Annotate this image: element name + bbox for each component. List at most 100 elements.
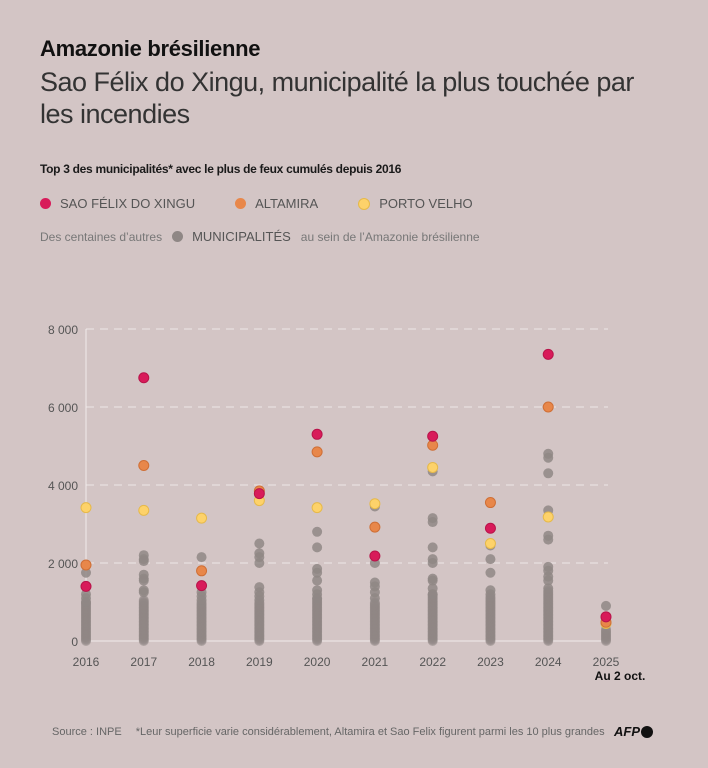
point-porto-velho [196,512,208,524]
other-municipality-point [196,552,207,563]
other-municipality-point [138,575,149,586]
other-municipality-point [312,542,323,553]
point-altamira [311,446,323,458]
x-tick-label: 2016 [73,655,100,669]
footer: Source : INPE *Leur superficie varie con… [52,726,605,738]
other-municipality-point [543,575,554,586]
legend-others-suffix: au sein de l’Amazonie brésilienne [300,229,480,244]
point-porto-velho [138,504,150,516]
point-altamira [138,460,150,471]
other-municipality-point [427,517,438,528]
legend-dot-others [172,231,184,242]
other-municipality-point [427,558,438,568]
point-sao-felix [253,488,265,500]
legend-dot-sao-felix [40,198,51,209]
other-municipality-point [543,534,554,545]
x-axis-ticks: 2016 2017 2018 2019 2020 2021 2022 2023 2024 2025… [73,655,646,683]
source-text: Source : INPE [52,726,122,738]
x-tick-label: 2018 [188,655,215,669]
y-tick-label: 6 000 [48,401,78,415]
legend-others-label: MUNICIPALITÉS [192,229,291,244]
point-sao-felix [196,580,208,592]
other-municipality-point [312,526,323,537]
x-tick-label: 2021 [362,655,389,669]
other-municipality-point [254,538,265,549]
legend-item-sao-felix: SAO FÉLIX DO XINGU [40,196,195,211]
gridlines [85,328,608,642]
point-altamira [484,497,496,509]
point-sao-felix [311,428,323,440]
other-municipality-point [254,558,265,568]
other-municipality-point [369,593,380,604]
point-porto-velho [80,502,92,514]
top3-points [80,348,612,629]
other-municipality-point [81,597,91,607]
other-municipality-point [138,587,149,598]
other-municipality-point [254,595,265,606]
other-municipalities-points [81,448,611,646]
legend-item-altamira: ALTAMIRA [235,196,318,211]
other-municipality-point [543,468,554,479]
point-porto-velho [427,461,439,473]
other-municipality-point [81,567,91,578]
other-municipality-point [138,595,149,606]
y-tick-label: 8 000 [48,323,78,337]
point-porto-velho [484,538,496,549]
other-municipality-point [427,542,438,553]
x-tick-label: 2023 [477,655,504,669]
legend-item-porto-velho: PORTO VELHO [358,196,473,211]
chart-title: Amazonie brésilienne [40,36,261,61]
legend-label-altamira: ALTAMIRA [255,196,319,211]
point-sao-felix [484,522,496,534]
legend-dot-altamira [235,198,247,209]
chart-description: Top 3 des municipalités* avec le plus de… [40,162,402,176]
legend-dot-porto-velho [358,197,371,210]
point-altamira [196,565,208,577]
legend-others: Des centaines d’autres MUNICIPALITÉS au … [40,229,480,244]
x-tick-label: 2025 [593,655,620,669]
other-municipality-point [485,554,496,565]
other-municipality-point [138,556,149,567]
y-tick-label: 0 [71,635,78,649]
legend-label-sao-felix: SAO FÉLIX DO XINGU [60,196,196,211]
other-municipality-point [312,567,323,578]
legend: SAO FÉLIX DO XINGU ALTAMIRA PORTO VELHO [40,196,513,211]
other-municipality-point [196,595,207,606]
x-tick-label: 2017 [130,655,157,669]
other-municipality-point [601,600,611,611]
point-sao-felix [80,580,92,592]
other-municipality-point [485,567,496,578]
x-tick-label: 2019 [246,655,273,669]
x-tick-label: 2020 [304,655,331,669]
footnote-text: *Leur superficie varie considérablement,… [135,726,605,738]
other-municipality-point [485,589,496,600]
point-sao-felix [542,348,554,360]
point-altamira [80,559,92,571]
other-municipality-point [543,452,554,463]
point-sao-felix [138,372,150,384]
legend-others-prefix: Des centaines d’autres [40,229,163,244]
x-tick-label: 2024 [535,655,562,669]
point-altamira [542,401,554,413]
other-municipality-point [312,575,323,586]
point-sao-felix [369,550,381,562]
other-municipality-point [427,575,438,586]
x-annotation: Au 2 oct. [595,669,646,683]
y-tick-label: 2 000 [48,557,78,571]
point-porto-velho [369,498,381,510]
point-sao-felix [600,611,612,623]
afp-logo-dot [641,725,653,738]
point-altamira [369,521,381,533]
point-porto-velho [311,502,323,514]
other-municipality-point [312,593,323,604]
other-municipality-point [427,589,438,600]
x-tick-label: 2022 [419,655,446,669]
legend-label-porto-velho: PORTO VELHO [379,196,473,211]
afp-logo-text: AFP [614,724,640,739]
y-tick-label: 4 000 [48,479,78,493]
point-porto-velho [542,511,554,523]
afp-logo: AFP [614,724,653,739]
other-municipality-point [543,583,554,594]
point-sao-felix [427,430,439,442]
